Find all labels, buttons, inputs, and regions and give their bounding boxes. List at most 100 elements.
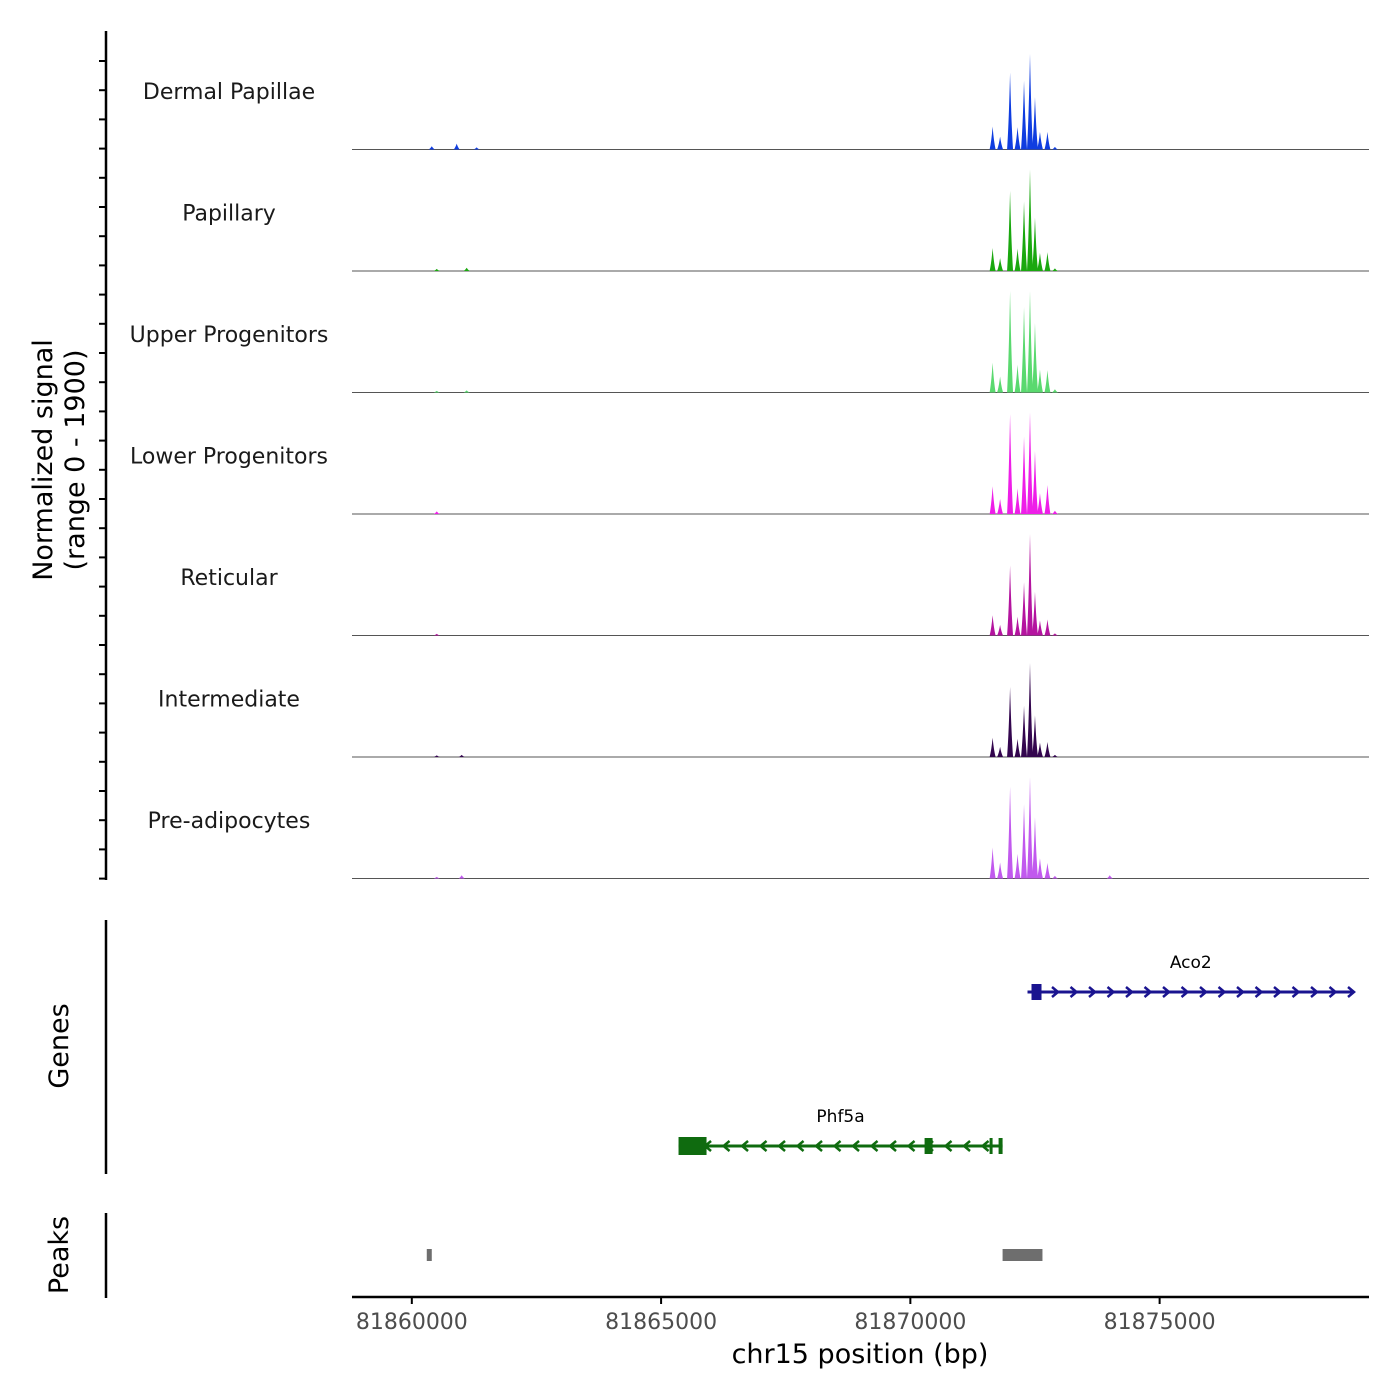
y-axis-title-line2: (range 0 - 1900) [60, 350, 91, 571]
signal-peak [1051, 633, 1058, 636]
signal-peak [1044, 131, 1051, 150]
signal-peak [1044, 863, 1051, 879]
signal-peak [1014, 127, 1021, 150]
signal-peak [1021, 201, 1028, 271]
signal-peak [997, 499, 1004, 514]
coverage-tracks: Dermal Papillae Papillary Upper Progenitor… [130, 53, 1369, 879]
strand-arrow-icon [980, 1140, 990, 1152]
track-label: Upper Progenitors [130, 323, 329, 348]
strand-arrow-icon [1088, 986, 1097, 998]
signal-peak [463, 390, 470, 393]
strand-arrow-icon [814, 1140, 823, 1152]
strand-arrow-icon [1347, 986, 1356, 998]
track-upper-progenitors: Upper Progenitors [130, 291, 1369, 393]
signal-peak [989, 847, 996, 879]
signal-peak [463, 267, 470, 271]
signal-peak [1007, 72, 1014, 150]
track-label: Pre-adipocytes [148, 809, 311, 834]
track-pre-adipocytes: Pre-adipocytes [148, 777, 1369, 879]
signal-peak [997, 862, 1004, 879]
gene-label: Aco2 [1170, 953, 1212, 973]
signal-peak [997, 136, 1004, 150]
signal-peak [1007, 291, 1014, 393]
x-axis: 81860000 81865000 81870000 81875000 [352, 1295, 1369, 1335]
strand-arrow-icon [832, 1140, 842, 1152]
strand-arrow-icon [888, 1140, 897, 1152]
track-reticular: Reticular [180, 534, 1369, 636]
signal-peak [1014, 364, 1021, 393]
signal-peak [989, 126, 996, 150]
signal-peak [1031, 715, 1038, 757]
signal-peak [989, 362, 996, 393]
signal-peak [428, 146, 435, 150]
strand-arrow-icon [1199, 986, 1208, 998]
left-axes [99, 31, 108, 1298]
genes-panel-label: Genes [44, 1003, 75, 1088]
signal-peak [433, 876, 440, 879]
signal-peak [1036, 131, 1043, 150]
track-lower-progenitors: Lower Progenitors [130, 412, 1369, 515]
signal-peak [1031, 217, 1038, 271]
signal-peak [433, 755, 440, 757]
signal-peak [1021, 436, 1028, 514]
signal-peak [433, 390, 440, 393]
track-label: Reticular [180, 566, 278, 591]
signal-peak [1021, 80, 1028, 150]
signal-peak [473, 147, 480, 150]
strand-arrow-icon [943, 1140, 953, 1152]
signal-peak [997, 376, 1004, 393]
strand-arrow-icon [1273, 986, 1282, 998]
signal-peak [997, 258, 1004, 271]
signal-peak [1031, 450, 1038, 514]
x-tick-label: 81865000 [605, 1310, 717, 1335]
strand-arrow-icon [869, 1140, 879, 1152]
track-label: Dermal Papillae [143, 80, 315, 105]
signal-peak [1036, 252, 1043, 271]
peak-region [426, 1249, 432, 1261]
strand-arrow-icon [1310, 986, 1319, 998]
strand-arrow-icon [1051, 986, 1060, 998]
signal-peak [1027, 777, 1033, 879]
gene-panel: Aco2 Phf5a [678, 953, 1356, 1155]
signal-peak [997, 746, 1004, 757]
signal-peak [1027, 291, 1033, 393]
exon-block [998, 1138, 1003, 1154]
track-label: Papillary [182, 202, 276, 227]
signal-peak [1036, 493, 1043, 514]
strand-arrow-icon [1143, 986, 1153, 998]
signal-peak [1031, 97, 1038, 150]
strand-arrow-icon [1291, 986, 1301, 998]
signal-peak [1021, 307, 1028, 393]
strand-arrow-icon [906, 1140, 916, 1152]
strand-arrow-icon [962, 1140, 971, 1152]
signal-peak [1007, 190, 1014, 271]
exon-block [678, 1137, 707, 1155]
signal-peak [1036, 858, 1043, 879]
signal-peak [1027, 412, 1033, 514]
signal-peak [1007, 687, 1014, 757]
signal-peak [1044, 485, 1051, 514]
signal-peak [453, 143, 460, 150]
strand-arrow-icon [1328, 986, 1338, 998]
signal-peak [1036, 369, 1043, 393]
track-intermediate: Intermediate [158, 662, 1369, 758]
signal-peak [1007, 786, 1014, 879]
x-tick-label: 81875000 [1104, 1310, 1216, 1335]
signal-peak [1014, 853, 1021, 879]
signal-peak [989, 486, 996, 514]
signal-peak [1014, 488, 1021, 514]
signal-peak [1014, 616, 1021, 636]
signal-peak [458, 754, 465, 757]
signal-peak [1027, 53, 1033, 150]
peak-region [1002, 1249, 1043, 1261]
gene-phf5a: Phf5a [678, 1107, 1003, 1155]
strand-arrow-icon [1069, 986, 1079, 998]
signal-peak [458, 875, 465, 879]
signal-peak [1031, 817, 1038, 879]
strand-arrow-icon [1180, 986, 1190, 998]
signal-peak [1031, 323, 1038, 393]
signal-peak [1044, 742, 1051, 757]
signal-peak [989, 248, 996, 271]
gene-aco2: Aco2 [1027, 953, 1356, 1000]
strand-arrow-icon [758, 1140, 768, 1152]
